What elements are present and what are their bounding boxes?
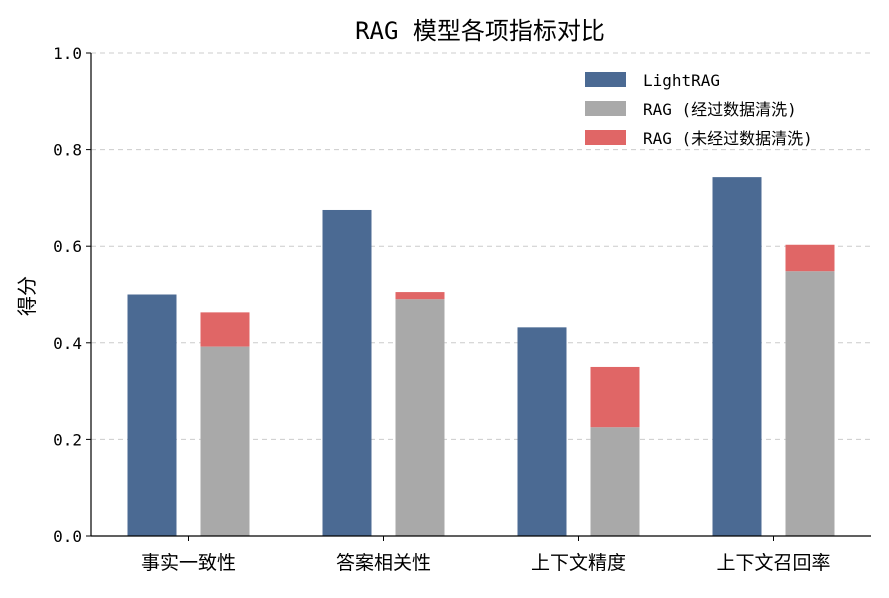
- bar-rag-raw: [590, 366, 640, 428]
- x-tick-label: 上下文召回率: [716, 552, 830, 574]
- legend-label: RAG (经过数据清洗): [643, 100, 797, 119]
- bar-rag-raw: [785, 244, 835, 272]
- legend-swatch: [585, 101, 626, 116]
- chart-title: RAG 模型各项指标对比: [355, 17, 605, 45]
- x-tick-label: 上下文精度: [531, 552, 626, 574]
- legend-label: RAG (未经过数据清洗): [643, 129, 813, 148]
- x-tick-label: 答案相关性: [336, 552, 431, 574]
- bar-lightrag: [322, 209, 372, 536]
- y-tick-label: 1.0: [53, 44, 82, 63]
- y-tick-label: 0.2: [53, 430, 82, 449]
- bar-lightrag: [517, 327, 567, 536]
- legend: LightRAG RAG (经过数据清洗) RAG (未经过数据清洗): [585, 71, 813, 148]
- legend-swatch: [585, 130, 626, 145]
- legend-swatch: [585, 72, 626, 87]
- bar-rag-clean: [785, 271, 835, 536]
- x-tick-label: 事实一致性: [141, 552, 236, 574]
- legend-label: LightRAG: [643, 71, 720, 90]
- bar-lightrag: [127, 294, 177, 536]
- bar-rag-raw: [395, 292, 445, 300]
- y-axis-label: 得分: [15, 276, 39, 316]
- x-ticks: 事实一致性 答案相关性 上下文精度 上下文召回率: [141, 536, 831, 574]
- y-tick-label: 0.6: [53, 237, 82, 256]
- y-tick-label: 0.0: [53, 527, 82, 546]
- y-tick-label: 0.4: [53, 334, 82, 353]
- bar-rag-clean: [590, 427, 640, 536]
- y-ticks: 0.0 0.2 0.4 0.6 0.8 1.0: [53, 44, 91, 546]
- bar-rag-raw: [200, 312, 250, 347]
- y-tick-label: 0.8: [53, 141, 82, 160]
- bar-rag-clean: [200, 346, 250, 536]
- bar-lightrag: [712, 177, 762, 537]
- bars: [127, 177, 835, 537]
- axes: [90, 53, 871, 537]
- bar-rag-clean: [395, 299, 445, 536]
